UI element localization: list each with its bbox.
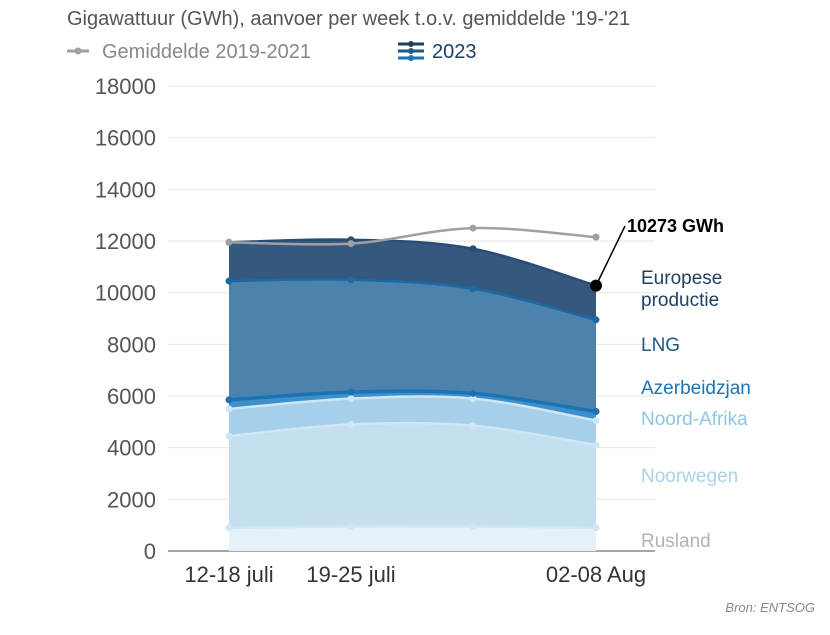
series-labels: Rusland Noorwegen Noord-Afrika Azerbeidzjan…: [641, 268, 751, 552]
legend-item-average: Gemiddelde 2019-2021: [67, 41, 311, 63]
point-noord-afrika-3: [592, 417, 600, 425]
y-tick-label: 16000: [95, 126, 156, 151]
legend-item-2023: 2023: [398, 41, 477, 63]
point-noord-afrika-2: [469, 395, 477, 403]
average-point-2: [469, 224, 477, 232]
y-tick-label: 6000: [107, 384, 156, 409]
point-lng-2: [469, 285, 477, 293]
legend-2023-icon: [398, 41, 424, 61]
annotation-leader: [595, 225, 626, 286]
point-noord-afrika-1: [347, 395, 355, 403]
x-tick-label: 02-08 Aug: [546, 562, 646, 587]
y-tick-label: 4000: [107, 436, 156, 461]
x-tick-label: 19-25 juli: [306, 562, 395, 587]
point-noorwegen-1: [347, 420, 355, 428]
series-label-noord-afrika: Noord-Afrika: [641, 409, 748, 430]
point-azerbeidzjan-1: [347, 388, 355, 396]
point-azerbeidzjan-2: [469, 389, 477, 397]
y-tick-label: 10000: [95, 281, 156, 306]
point-azerbeidzjan-3: [592, 408, 600, 415]
legend-average-label: Gemiddelde 2019-2021: [102, 41, 311, 63]
source-note: Bron: ENTSOG: [725, 600, 815, 615]
legend-average-marker: [74, 47, 82, 55]
y-axis-ticks: 0 2000 4000 6000 8000 10000 12000 14000 16000 180…: [95, 74, 156, 564]
average-point-0: [225, 238, 233, 246]
x-tick-label: 12-18 juli: [184, 562, 273, 587]
point-europese-productie-2: [469, 245, 477, 253]
area-europese-productie: [229, 239, 596, 320]
annotation-label: 10273 GWh: [627, 216, 724, 236]
x-axis-ticks: 12-18 juli 19-25 juli 02-08 Aug: [184, 562, 646, 587]
line-noord-afrika: [228, 395, 597, 422]
stacked-areas: [229, 239, 596, 551]
legend-2023-label: 2023: [432, 41, 477, 63]
point-noorwegen-0: [225, 432, 233, 440]
series-label-europese-productie: Europese productie: [641, 268, 722, 311]
area-noorwegen: [229, 423, 596, 528]
line-europese-productie: [228, 238, 597, 287]
legend: Gemiddelde 2019-2021 2023: [67, 41, 477, 63]
point-rusland-3: [592, 524, 600, 532]
point-rusland-1: [347, 522, 355, 530]
y-tick-label: 18000: [95, 74, 156, 99]
point-noord-afrika-0: [225, 405, 233, 413]
point-lng-3: [592, 316, 600, 324]
y-tick-label: 8000: [107, 332, 156, 357]
point-azerbeidzjan-0: [225, 396, 233, 404]
area-rusland: [229, 526, 596, 551]
average-series-line: [228, 226, 597, 246]
point-noorwegen-3: [592, 441, 600, 449]
point-lng-0: [225, 277, 233, 285]
average-point-1: [347, 240, 355, 248]
area-noord-afrika: [229, 396, 596, 446]
line-noorwegen: [228, 421, 597, 447]
annotation-marker: [590, 279, 602, 292]
y-tick-label: 12000: [95, 229, 156, 254]
line-lng: [228, 278, 597, 322]
y-tick-label: 14000: [95, 177, 156, 202]
annotation: 10273 GWh: [590, 216, 724, 292]
series-label-rusland: Rusland: [641, 531, 711, 552]
series-label-azerbeidzjan: Azerbeidzjan: [641, 378, 751, 399]
point-lng-1: [347, 276, 355, 284]
line-rusland: [228, 525, 597, 529]
average-line: [225, 224, 600, 248]
y-tick-label: 2000: [107, 487, 156, 512]
point-rusland-2: [469, 522, 477, 530]
series-lines: [225, 236, 600, 532]
series-label-noorwegen: Noorwegen: [641, 466, 738, 487]
y-tick-label: 0: [144, 539, 156, 564]
point-rusland-0: [225, 524, 233, 532]
line-azerbeidzjan: [228, 389, 597, 414]
series-label-lng: LNG: [641, 335, 680, 356]
chart-title: Gigawattuur (GWh), aanvoer per week t.o.…: [67, 8, 630, 30]
area-lng: [229, 279, 596, 412]
average-point-3: [592, 233, 600, 241]
point-noorwegen-2: [469, 422, 477, 430]
